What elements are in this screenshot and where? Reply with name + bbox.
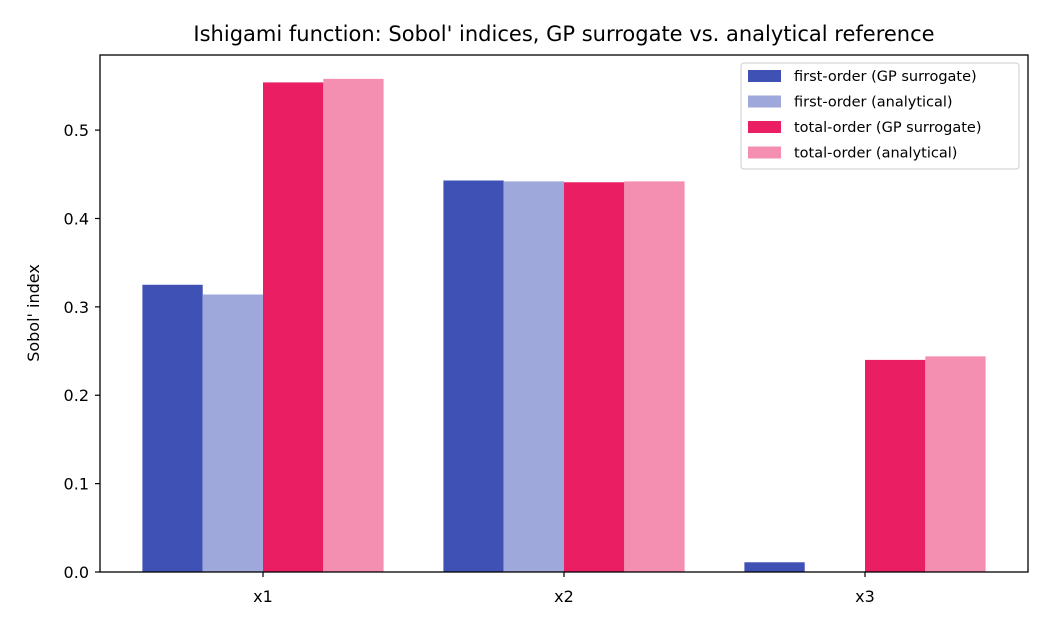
y-axis-label: Sobol' index: [24, 264, 43, 362]
x-tick-label: x3: [855, 587, 875, 606]
bar-x3-series-3: [925, 356, 986, 572]
y-tick-label: 0.4: [64, 209, 89, 228]
bar-x2-series-1: [503, 181, 564, 572]
legend: first-order (GP surrogate) first-order (a…: [740, 62, 1020, 170]
bar-x3-series-2: [865, 359, 926, 572]
legend-label-3: total-order (analytical): [794, 146, 957, 162]
y-tick-label: 0.0: [64, 563, 89, 582]
x-tick-label: x1: [253, 587, 273, 606]
y-tick-label: 0.5: [64, 121, 89, 140]
bar-x1-series-3: [323, 78, 384, 572]
y-tick-label: 0.2: [64, 386, 89, 405]
bar-x2-series-2: [564, 182, 625, 572]
bar-x1-series-1: [202, 294, 263, 572]
legend-swatch-1: [748, 95, 781, 108]
legend-swatch-0: [748, 70, 781, 82]
chart-title: Ishigami function: Sobol' indices, GP su…: [193, 22, 934, 46]
bar-x2-series-0: [443, 180, 504, 572]
legend-box: [740, 62, 1020, 170]
bar-x2-series-3: [624, 181, 685, 572]
bar-x1-series-0: [142, 284, 203, 572]
y-tick-label: 0.3: [64, 298, 89, 317]
bar-x3-series-0: [744, 562, 805, 572]
legend-swatch-2: [748, 121, 781, 133]
legend-label-1: first-order (analytical): [794, 95, 953, 111]
legend-swatch-3: [748, 146, 781, 159]
legend-label-0: first-order (GP surrogate): [794, 69, 977, 85]
legend-label-2: total-order (GP surrogate): [794, 120, 982, 136]
bar-x1-series-2: [263, 82, 324, 573]
x-tick-label: x2: [554, 587, 574, 606]
plot-area: [142, 78, 986, 573]
axes: 0.0 0.1 0.2 0.3 0.4 0.5 x1 x2 x3: [64, 54, 1029, 606]
y-tick-label: 0.1: [64, 475, 89, 494]
